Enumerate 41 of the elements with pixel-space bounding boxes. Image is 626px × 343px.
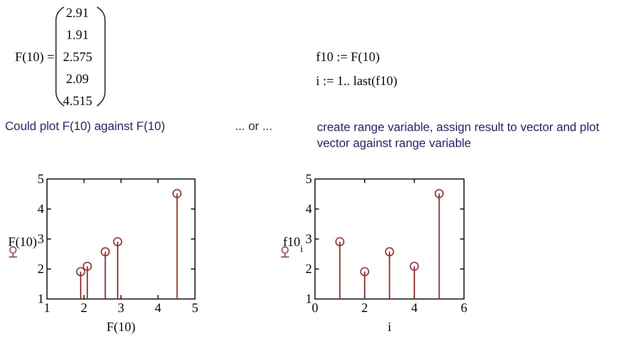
x-axis-title: F(10) [106, 319, 136, 334]
y-tick-label: 5 [306, 171, 312, 186]
text: 4.515 [63, 93, 92, 109]
point [76, 267, 86, 276]
x-tick-label: 4 [154, 300, 162, 316]
text: 2.575 [63, 49, 92, 65]
y-axis-title: F(10) [8, 234, 37, 249]
point [384, 247, 394, 256]
text: i := 1.. last(f10) [316, 73, 398, 89]
point [434, 188, 444, 198]
x-axis-title: i [388, 319, 392, 334]
y-tick-label: 4 [306, 201, 312, 216]
point [172, 188, 182, 198]
text: 2.09 [66, 71, 89, 87]
text: Could plot F(10) against F(10) [5, 119, 166, 133]
text: f10 := F(10) [316, 49, 380, 65]
y-tick-label: 4 [38, 201, 44, 216]
x-tick-label: 3 [118, 300, 124, 316]
x-tick-label: 0 [312, 300, 318, 316]
point [410, 262, 419, 271]
text: create range variable, assign result to vector and plot vector against range variable [317, 119, 600, 151]
x-tick-label: 4 [411, 300, 418, 316]
point [335, 237, 344, 246]
text: 1.91 [66, 27, 89, 43]
y-tick-label: 2 [306, 261, 312, 276]
text: 2.91 [66, 5, 89, 21]
text: ... or ... [235, 119, 272, 133]
point [360, 267, 370, 276]
y-tick-label: 3 [38, 231, 44, 246]
point [100, 247, 110, 256]
point [82, 262, 92, 271]
y-tick-label: 5 [38, 171, 44, 186]
x-tick-label: 5 [192, 300, 198, 316]
point [113, 237, 122, 246]
text: F(10) = [15, 49, 54, 65]
y-tick-label: 3 [306, 231, 312, 246]
x-tick-label: 2 [80, 300, 88, 316]
x-tick-label: 6 [460, 300, 468, 316]
y-tick-label: 2 [38, 261, 44, 276]
y-axis-title: f10$_{i}$ [282, 234, 304, 254]
x-tick-label: 2 [361, 300, 368, 316]
